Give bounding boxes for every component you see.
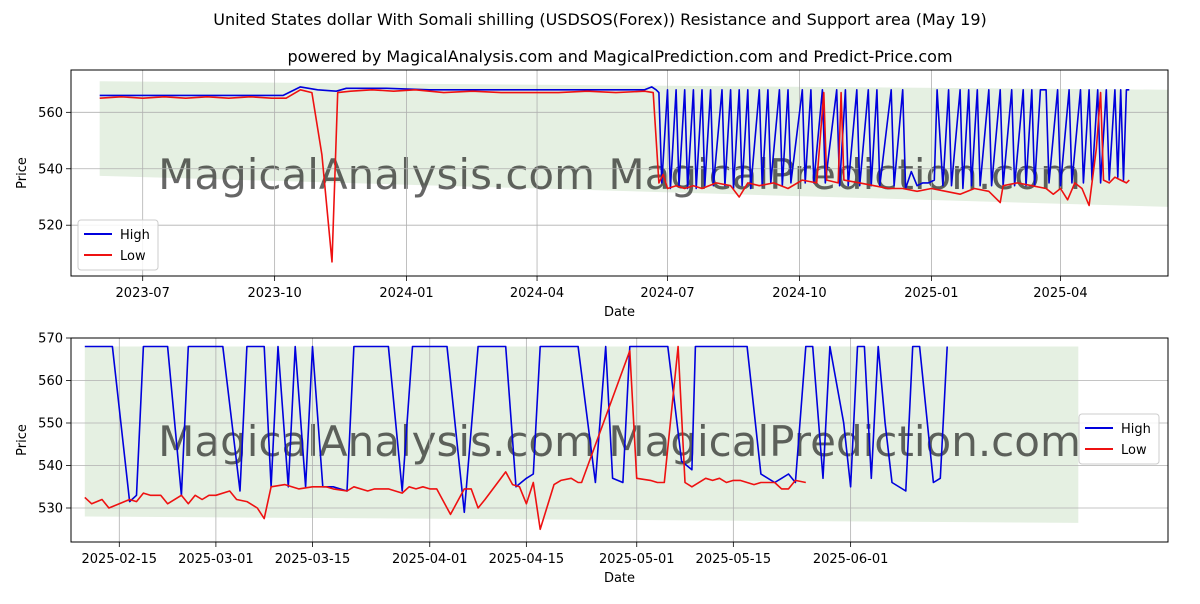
watermark-text: MagicalAnalysis.com MagicalPrediction.co… xyxy=(158,150,1081,199)
series-line-high xyxy=(99,86,1130,190)
x-tick-label: 2025-03-01 xyxy=(178,552,254,567)
x-tick-label: 2025-05-01 xyxy=(599,552,675,567)
y-tick-label: 550 xyxy=(38,417,63,432)
x-tick-label: 2023-10 xyxy=(247,286,301,301)
legend-label-low: Low xyxy=(120,249,146,264)
series-line-high xyxy=(84,345,948,514)
x-tick-label: 2025-04-15 xyxy=(489,552,565,567)
legend-label-high: High xyxy=(120,228,150,243)
y-axis-label: Price xyxy=(15,157,30,189)
x-tick-label: 2025-06-01 xyxy=(813,552,889,567)
legend-label-high: High xyxy=(1121,422,1151,437)
series-line-low xyxy=(99,89,1130,263)
chart-panel-2: MagicalAnalysis.com MagicalPrediction.co… xyxy=(15,332,1169,586)
x-axis-label: Date xyxy=(604,305,635,320)
y-axis-label: Price xyxy=(15,424,30,456)
x-tick-label: 2025-04-01 xyxy=(392,552,468,567)
x-tick-label: 2024-01 xyxy=(379,286,433,301)
x-tick-label: 2025-01 xyxy=(904,286,958,301)
plot-frame xyxy=(70,337,1169,543)
chart-title: United States dollar With Somali shillin… xyxy=(213,10,987,29)
y-tick-label: 570 xyxy=(38,332,63,347)
x-tick-label: 2025-03-15 xyxy=(275,552,351,567)
plot-frame xyxy=(70,69,1169,277)
legend-box xyxy=(1078,413,1160,465)
x-tick-label: 2025-02-15 xyxy=(82,552,158,567)
y-tick-label: 560 xyxy=(38,374,63,389)
x-tick-label: 2024-07 xyxy=(640,286,694,301)
y-tick-label: 530 xyxy=(38,502,63,517)
x-axis-label: Date xyxy=(604,571,635,586)
x-tick-label: 2024-04 xyxy=(510,286,564,301)
y-tick-label: 540 xyxy=(38,459,63,474)
support-resistance-band xyxy=(84,346,1079,523)
legend-box xyxy=(77,219,159,271)
series-line-low xyxy=(84,345,806,531)
x-tick-label: 2025-05-15 xyxy=(696,552,772,567)
y-tick-label: 560 xyxy=(38,106,63,121)
legend: High Low xyxy=(1078,413,1160,465)
chart-panel-1: MagicalAnalysis.com MagicalPrediction.co… xyxy=(15,69,1169,320)
chart-subtitle: powered by MagicalAnalysis.com and Magic… xyxy=(287,47,952,66)
x-tick-label: 2024-10 xyxy=(772,286,826,301)
x-tick-label: 2025-04 xyxy=(1033,286,1087,301)
y-tick-label: 540 xyxy=(38,162,63,177)
y-tick-label: 520 xyxy=(38,219,63,234)
x-tick-label: 2023-07 xyxy=(116,286,170,301)
legend: High Low xyxy=(77,219,159,271)
legend-label-low: Low xyxy=(1121,443,1147,458)
